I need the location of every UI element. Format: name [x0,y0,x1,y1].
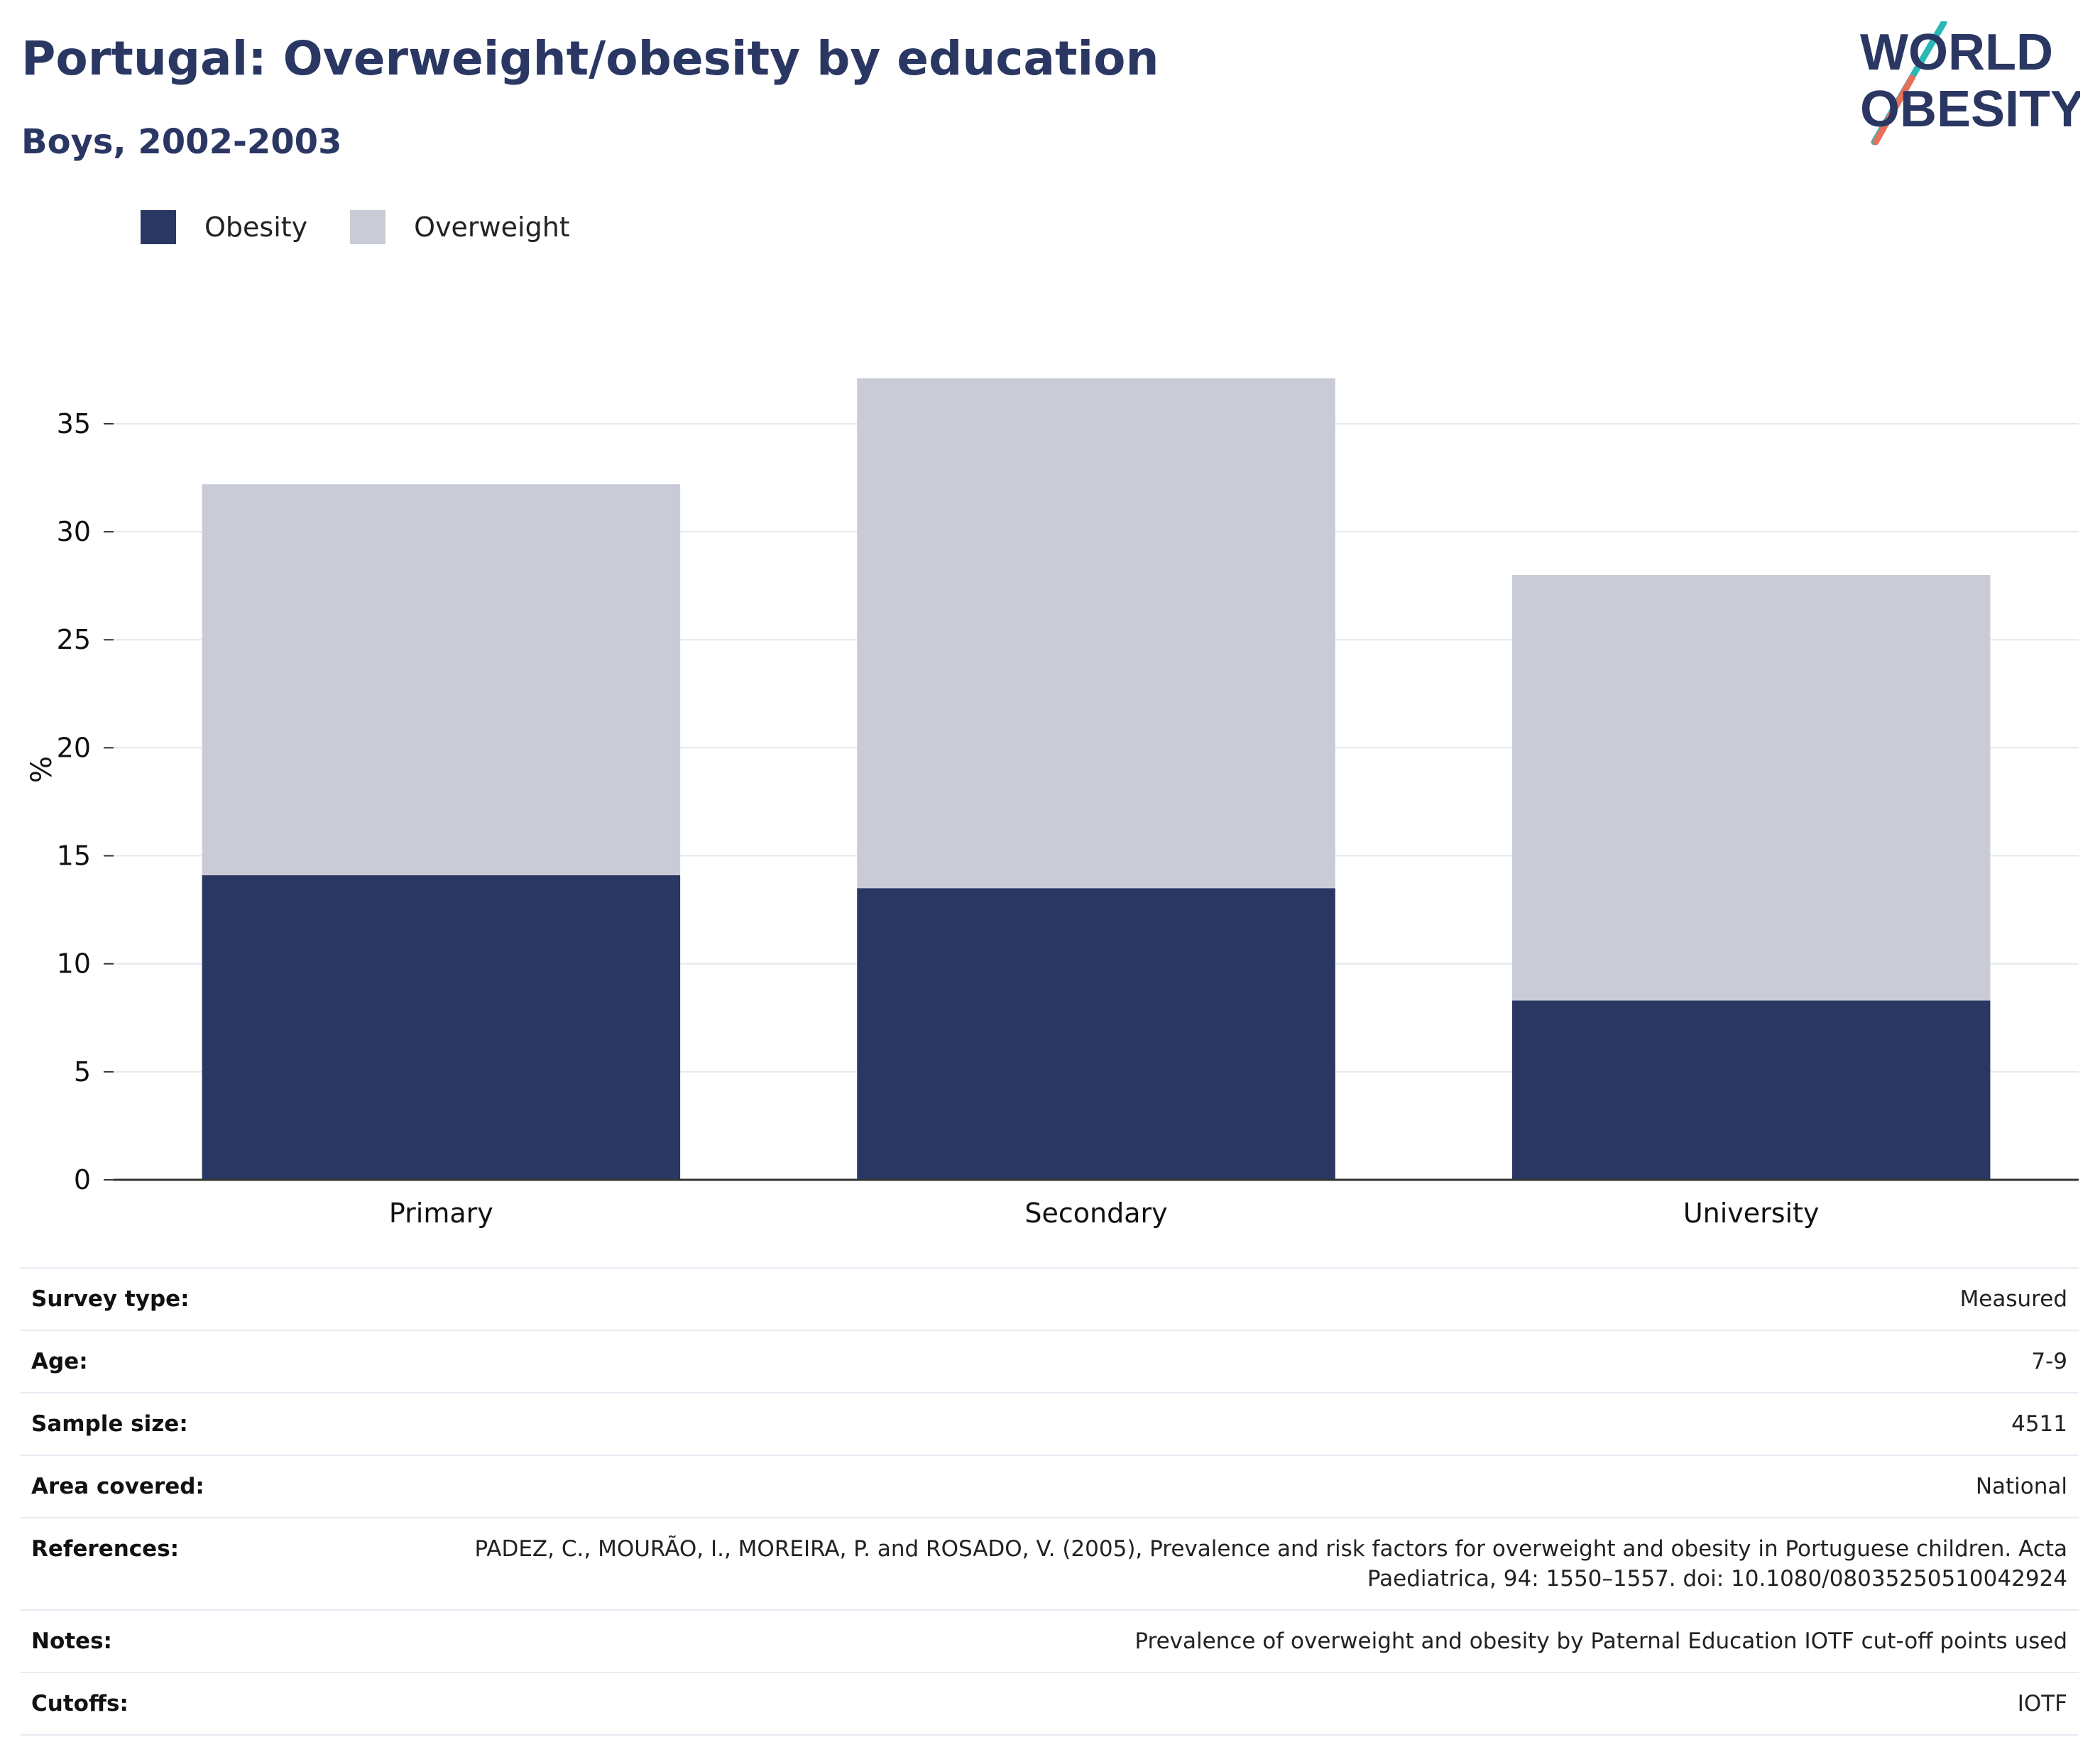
info-row: Survey type: Measured [20,1268,2079,1330]
info-value: National [1975,1474,2067,1499]
info-row: Age: 7-9 [20,1330,2079,1393]
y-tick-label: 20 [57,732,91,763]
legend-swatch-overweight [350,210,386,244]
info-row: References: PADEZ, C., MOURÃO, I., MOREIR… [20,1518,2079,1610]
info-value: 7-9 [2031,1349,2067,1374]
page-subtitle: Boys, 2002-2003 [21,122,342,162]
info-row: Area covered: National [20,1455,2079,1518]
bars [202,378,1991,1180]
logo-text-line2: OBESITY [1860,81,2080,138]
bar-overweight-university[interactable] [1511,574,1991,1001]
legend-label-obesity: Obesity [204,212,308,243]
info-value: Prevalence of overweight and obesity by … [1134,1628,2067,1654]
info-key: Sample size: [31,1411,188,1437]
legend-swatch-obesity [141,210,176,244]
bar-overweight-primary[interactable] [202,484,681,875]
y-tick-label: 0 [74,1164,91,1195]
bar-obesity-university[interactable] [1511,1000,1991,1180]
info-row: Notes: Prevalence of overweight and obesi… [20,1610,2079,1672]
y-tick-label: 35 [57,408,91,439]
legend-label-overweight: Overweight [414,212,570,243]
page-title: Portugal: Overweight/obesity by educatio… [21,31,1159,86]
y-axis-title: % [26,756,58,783]
info-row: Sample size: 4511 [20,1393,2079,1455]
x-tick-label: Secondary [1024,1198,1167,1229]
world-obesity-logo: WORLD OBESITY [1860,21,2080,146]
info-key: Notes: [31,1628,112,1654]
info-row: Cutoffs: IOTF [20,1672,2079,1735]
bar-overweight-secondary[interactable] [857,378,1335,889]
survey-info-table: Survey type: Measured Age: 7-9 Sample size: 4… [20,1267,2079,1736]
chart-legend: Obesity Overweight [141,210,613,244]
bar-obesity-primary[interactable] [202,875,681,1180]
info-key: References: [31,1536,180,1562]
info-value: PADEZ, C., MOURÃO, I., MOREIRA, P. and R… [474,1536,2067,1592]
info-key: Age: [31,1349,88,1374]
info-value: Measured [1959,1286,2067,1312]
info-value: 4511 [2011,1411,2067,1437]
info-key: Cutoffs: [31,1691,128,1716]
y-tick-label: 15 [57,840,91,872]
bar-obesity-secondary[interactable] [857,888,1335,1180]
info-key: Survey type: [31,1286,190,1312]
x-tick-label: University [1683,1198,1820,1229]
logo-text-line1: WORLD [1860,24,2053,81]
bar-chart: 0 5 10 15 20 25 30 35% Primary Secondary Universit… [26,378,2079,1229]
y-tick-label: 10 [57,948,91,980]
y-tick-label: 25 [57,624,91,655]
y-tick-label: 30 [57,516,91,547]
axes: 0 5 10 15 20 25 30 35% Primary Secondary Universit… [26,408,2079,1229]
info-key: Area covered: [31,1474,204,1499]
legend-item-overweight[interactable]: Overweight [350,210,570,244]
y-tick-label: 5 [74,1056,91,1088]
info-value: IOTF [2017,1691,2067,1716]
legend-item-obesity[interactable]: Obesity [141,210,307,244]
x-tick-label: Primary [389,1198,493,1229]
